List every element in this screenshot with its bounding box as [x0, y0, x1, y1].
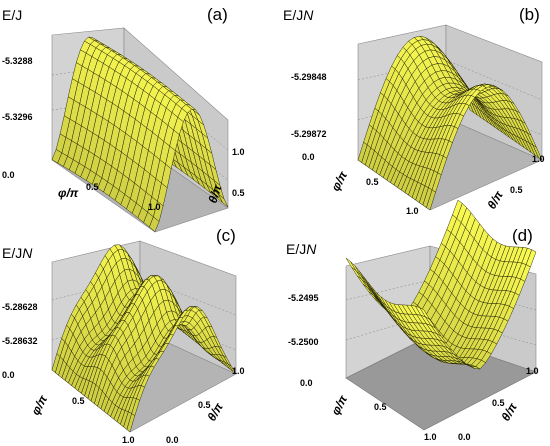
- panel-c-xtick-05: 0.5: [72, 396, 85, 406]
- panel-d-ytick-00b: 0.0: [458, 432, 471, 442]
- panel-b-ytick-00: 0.0: [302, 152, 315, 162]
- surface-patch: [51, 353, 61, 373]
- panel-a-ylabel: θ/π: [206, 183, 225, 205]
- panel-c-mesh: [51, 244, 237, 433]
- panel-c-ytick-00: 0.0: [2, 370, 15, 380]
- panel-b-ytick-10: 1.0: [532, 154, 545, 164]
- panel-a-xtick-10: 1.0: [148, 202, 161, 212]
- panel-c-xtick-10: 1.0: [122, 435, 135, 445]
- panel-c-ztick-2: -5.28632: [2, 336, 38, 346]
- panel-d-zlabel: E/JN: [286, 241, 317, 257]
- panel-b-xtick-05: 0.5: [366, 177, 379, 187]
- panel-d-xtick-10: 1.0: [424, 432, 437, 442]
- panel-a-xlabel: φ/π: [58, 186, 79, 200]
- panel-d-xlabel: φ/π: [328, 392, 350, 417]
- panel-b-zlabel: E/JN: [283, 7, 314, 23]
- panel-b-xlabel: φ/π: [328, 168, 350, 193]
- panel-c: E/JN -5.28628 -5.28632 0.0 0.5 1.0 0.0 0…: [2, 226, 245, 445]
- panel-a-ytick-00: 0.0: [2, 170, 15, 180]
- panel-a-ztick-1: -5.3288: [2, 56, 33, 66]
- panel-a-label: (a): [207, 5, 228, 24]
- panel-a-zlabel: E/J: [2, 7, 22, 23]
- panel-a-mesh: [51, 36, 229, 233]
- panel-a-surface: [51, 36, 229, 233]
- panel-a-xtick-05: 0.5: [86, 182, 99, 192]
- panel-d-ztick-2: -5.2500: [288, 337, 319, 347]
- panel-b-ylabel: θ/π: [484, 188, 506, 211]
- panel-d: E/JN -5.2495 -5.2500 0.0 0.5 1.0 0.0 0.5…: [286, 199, 539, 442]
- panel-d-label: (d): [512, 226, 533, 245]
- panel-a-ytick-05: 0.5: [232, 188, 245, 198]
- panel-d-xtick-05: 0.5: [374, 402, 387, 412]
- panel-d-ytick-00: 0.0: [300, 378, 313, 388]
- panel-c-ytick-00b: 0.0: [166, 435, 179, 445]
- panel-b-mesh: [357, 35, 543, 211]
- panel-c-xlabel: φ/π: [28, 392, 50, 417]
- panel-c-zlabel: E/JN: [2, 245, 33, 261]
- panel-d-mesh: [345, 199, 537, 370]
- panel-b-xtick-10: 1.0: [406, 206, 419, 216]
- surface-patch: [357, 141, 368, 163]
- panel-b: E/JN -5.29848 -5.29872 0.0 0.5 1.0 0.5 1…: [283, 5, 545, 216]
- panel-c-label: (c): [216, 226, 236, 245]
- panel-a-ytick-10: 1.0: [232, 147, 245, 157]
- panel-a: E/J -5.3288 -5.3296 0.0 0.5 1.0 0.5 1.0 …: [2, 5, 245, 233]
- panel-c-ytick-10: 1.0: [232, 366, 245, 376]
- panel-a-ztick-2: -5.3296: [2, 112, 33, 122]
- surface-patch: [345, 257, 357, 271]
- panel-d-ytick-05: 0.5: [492, 398, 505, 408]
- panel-d-ztick-1: -5.2495: [288, 293, 319, 303]
- panel-b-ztick-1: -5.29848: [291, 72, 327, 82]
- surface-patch: [51, 149, 63, 164]
- panel-c-ztick-1: -5.28628: [2, 302, 38, 312]
- panel-b-label: (b): [519, 5, 540, 24]
- panel-b-ztick-2: -5.29872: [291, 129, 327, 139]
- panel-c-ytick-05: 0.5: [198, 400, 211, 410]
- panel-b-ytick-05: 0.5: [510, 185, 523, 195]
- panel-d-floor: [345, 335, 537, 431]
- panel-d-ytick-10: 1.0: [526, 366, 539, 376]
